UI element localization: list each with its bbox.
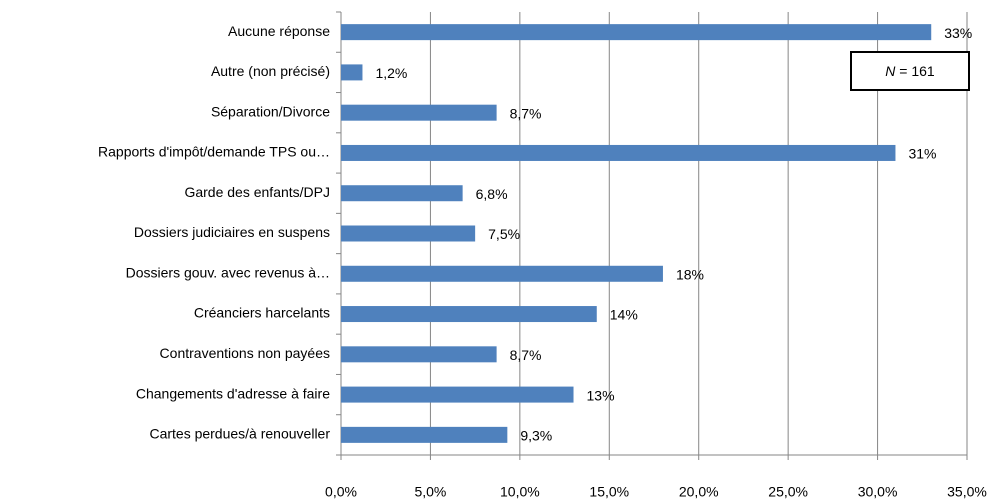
x-tick-label: 35,0% [947,484,987,500]
y-tick-label: Créanciers harcelants [194,305,330,321]
value-label: 1,2% [375,65,407,81]
y-tick-label: Changements d'adresse à faire [136,385,330,401]
y-tick-label: Dossiers judiciaires en suspens [134,224,330,240]
y-tick-label: Garde des enfants/DPJ [184,184,330,200]
bar [341,306,597,323]
value-label: 8,7% [510,347,542,363]
y-tick-label: Cartes perdues/à renouveller [149,426,330,442]
bar [341,386,574,403]
x-tick-label: 10,0% [500,484,540,500]
x-tick-label: 30,0% [858,484,898,500]
y-tick-label: Autre (non précisé) [211,63,330,79]
value-label: 18% [676,266,704,282]
x-tick-label: 15,0% [589,484,629,500]
bar [341,144,896,161]
annotation-text: = 161 [895,63,935,79]
x-tick-label: 0,0% [325,484,357,500]
bar [341,265,663,282]
y-tick-label: Dossiers gouv. avec revenus à… [126,264,330,280]
value-label: 13% [587,387,615,403]
annotation: N = 161 [885,63,935,79]
y-tick-label: Rapports d'impôt/demande TPS ou… [98,144,330,160]
value-label: 31% [908,146,936,162]
annotation-symbol: N [885,63,896,79]
y-tick-label: Aucune réponse [228,23,330,39]
bar [341,24,932,41]
bar [341,64,363,81]
annotation-box [850,51,970,91]
bar [341,346,497,363]
y-tick-label: Contraventions non payées [160,345,330,361]
value-label: 33% [944,25,972,41]
x-tick-label: 5,0% [414,484,446,500]
value-label: 8,7% [510,105,542,121]
value-label: 9,3% [520,428,552,444]
bar [341,426,508,443]
value-label: 14% [610,307,638,323]
value-label: 7,5% [488,226,520,242]
bar [341,104,497,121]
bar [341,185,463,202]
x-tick-label: 25,0% [768,484,808,500]
x-tick-label: 20,0% [679,484,719,500]
bar [341,225,476,242]
value-label: 6,8% [476,186,508,202]
y-tick-label: Séparation/Divorce [211,103,330,119]
